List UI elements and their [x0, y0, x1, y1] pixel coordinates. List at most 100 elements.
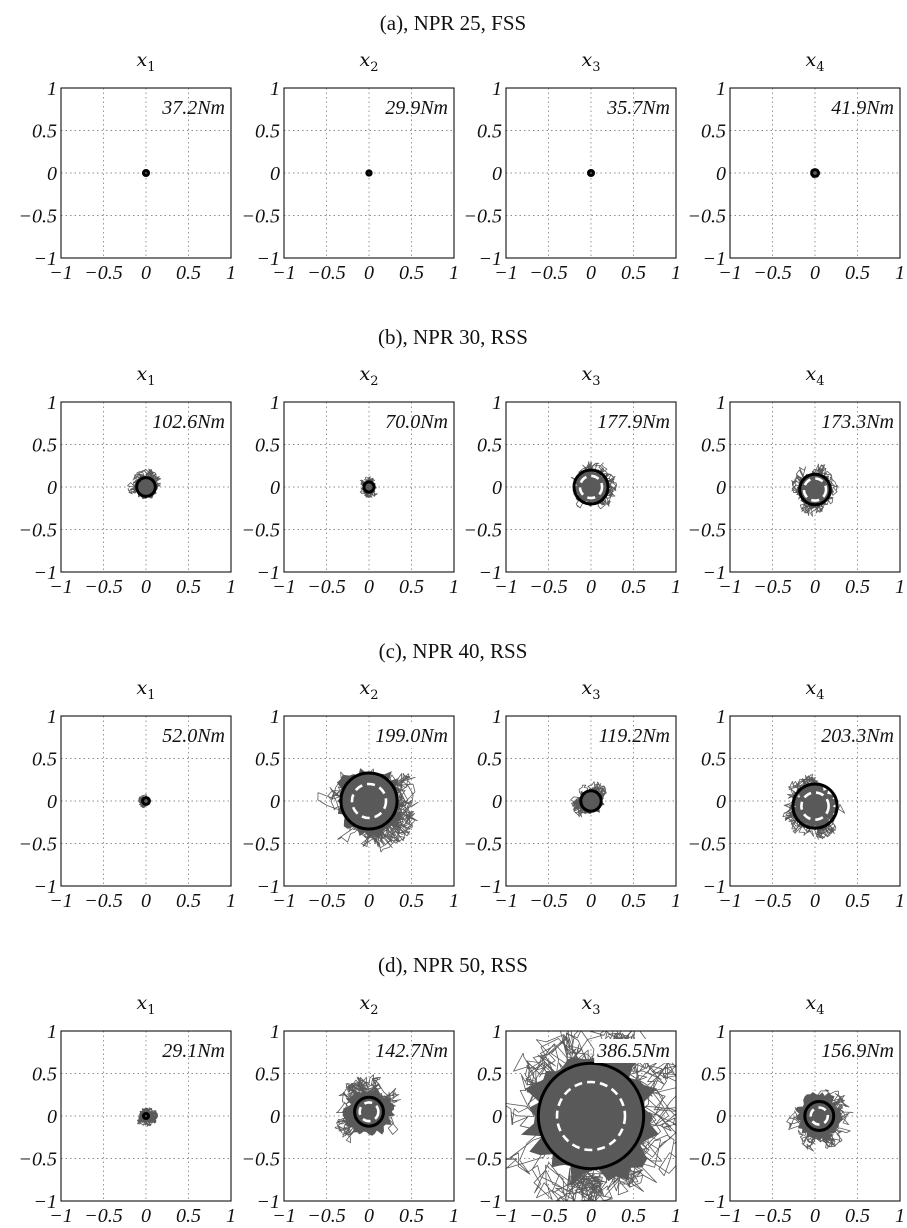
y-tick-label: 0.5	[32, 749, 57, 771]
x-tick-label: 1	[895, 262, 905, 284]
panel-title: x2	[360, 677, 379, 703]
y-tick-label: 1	[47, 392, 57, 414]
panel: 177.9Nm x3 1 0.5 0 −0.5 −1−1 −0.5 0 0.5 1	[464, 363, 682, 598]
torque-label: 29.1Nm	[162, 1040, 225, 1062]
x-tick-label: 0	[586, 262, 596, 284]
trajectory-group	[810, 168, 821, 179]
panel-title: x4	[806, 677, 825, 703]
x-tick-label: −0.5	[753, 1205, 792, 1227]
x-tick-label: 0.5	[176, 1205, 201, 1227]
panel-title-base: x	[360, 49, 371, 71]
y-tick-label: 0	[492, 1106, 502, 1128]
torque-label: 37.2Nm	[161, 97, 225, 119]
x-tick-label: −0.5	[529, 262, 568, 284]
panel-title-subscript: 1	[147, 688, 155, 703]
torque-label: 156.9Nm	[821, 1040, 894, 1062]
x-tick-label: 0	[586, 576, 596, 598]
panel-title: x2	[360, 992, 379, 1018]
x-tick-label: 0.5	[845, 1205, 870, 1227]
torque-label-bg	[373, 724, 450, 748]
trajectory-group	[317, 768, 419, 853]
panel-title: x3	[582, 992, 601, 1018]
x-tick-label: −0.5	[753, 262, 792, 284]
torque-label: 203.3Nm	[821, 725, 894, 747]
panel: 203.3Nm x4 1 0.5 0 −0.5 −1−1 −0.5 0 0.5 1	[688, 677, 906, 912]
y-tick-label: −1	[703, 562, 727, 584]
y-tick-label: 0	[270, 791, 280, 813]
solid-circle	[141, 796, 151, 806]
y-tick-label: 1	[47, 1021, 57, 1043]
panel-title-subscript: 4	[816, 1003, 824, 1018]
y-tick-label: 1	[492, 1021, 502, 1043]
trajectory-line	[137, 1107, 159, 1127]
x-tick-label: 1	[671, 576, 681, 598]
y-tick-label: −1	[703, 248, 727, 270]
y-tick-label: −1	[479, 1191, 503, 1213]
x-tick-label: −1	[49, 262, 73, 284]
torque-label: 29.9Nm	[385, 97, 448, 119]
panel-title: x3	[582, 49, 601, 75]
y-tick-label: 1	[270, 1021, 280, 1043]
plot-frame	[505, 87, 677, 259]
panel-title-base: x	[360, 363, 371, 385]
x-tick-label: 1	[671, 1205, 681, 1227]
trajectory-group	[570, 781, 607, 818]
solid-circle	[810, 168, 820, 178]
row-title: (d), NPR 50, RSS	[378, 953, 528, 977]
y-tick-label: 0	[47, 791, 57, 813]
x-tick-label: −0.5	[307, 890, 346, 912]
panel-title-base: x	[137, 49, 148, 71]
x-tick-label: 0	[810, 1205, 820, 1227]
dashed-circle	[555, 1080, 627, 1152]
trajectory-group	[586, 168, 596, 178]
y-tick-label: −1	[257, 562, 281, 584]
x-tick-label: −1	[718, 890, 742, 912]
y-tick-label: −0.5	[242, 834, 281, 856]
solid-circle	[579, 789, 603, 813]
torque-label: 199.0Nm	[375, 725, 448, 747]
panel-title-subscript: 2	[370, 1003, 378, 1018]
plot-frame	[505, 401, 677, 573]
y-tick-label: 0.5	[255, 435, 280, 457]
plot-frame	[283, 715, 455, 887]
y-tick-label: −1	[257, 1191, 281, 1213]
y-tick-label: 0	[716, 163, 726, 185]
y-tick-label: 1	[492, 392, 502, 414]
panel-title-base: x	[806, 49, 817, 71]
plot-frame	[60, 715, 232, 887]
x-tick-label: 1	[449, 262, 459, 284]
x-tick-label: 0	[364, 576, 374, 598]
plot-frame	[505, 715, 677, 887]
solid-circle	[586, 168, 596, 178]
x-tick-label: −0.5	[529, 576, 568, 598]
x-tick-label: 0.5	[621, 576, 646, 598]
torque-label: 386.5Nm	[596, 1040, 670, 1062]
solid-circle	[141, 1111, 151, 1121]
y-tick-label: 0.5	[701, 435, 726, 457]
x-tick-label: −1	[272, 890, 296, 912]
plot-frame	[60, 87, 232, 259]
x-tick-label: −1	[272, 576, 296, 598]
plot-frame	[729, 715, 901, 887]
trajectory-group	[570, 461, 618, 510]
y-tick-label: 0	[492, 477, 502, 499]
torque-label: 41.9Nm	[831, 97, 894, 119]
solid-circle	[791, 782, 839, 830]
torque-label: 142.7Nm	[375, 1040, 448, 1062]
solid-circle	[353, 1095, 385, 1128]
y-tick-label: −0.5	[19, 206, 58, 228]
x-tick-label: 0	[364, 890, 374, 912]
x-tick-label: 0	[810, 890, 820, 912]
y-tick-label: 0	[716, 477, 726, 499]
x-tick-label: 0.5	[845, 890, 870, 912]
x-tick-label: 0	[810, 576, 820, 598]
y-tick-label: −1	[479, 876, 503, 898]
x-tick-label: −0.5	[753, 576, 792, 598]
panel: 199.0Nm x2 1 0.5 0 −0.5 −1−1 −0.5 0 0.5 1	[242, 677, 460, 912]
solid-circle	[362, 480, 376, 494]
panel-title-base: x	[582, 992, 593, 1014]
trajectory-group	[359, 476, 378, 498]
